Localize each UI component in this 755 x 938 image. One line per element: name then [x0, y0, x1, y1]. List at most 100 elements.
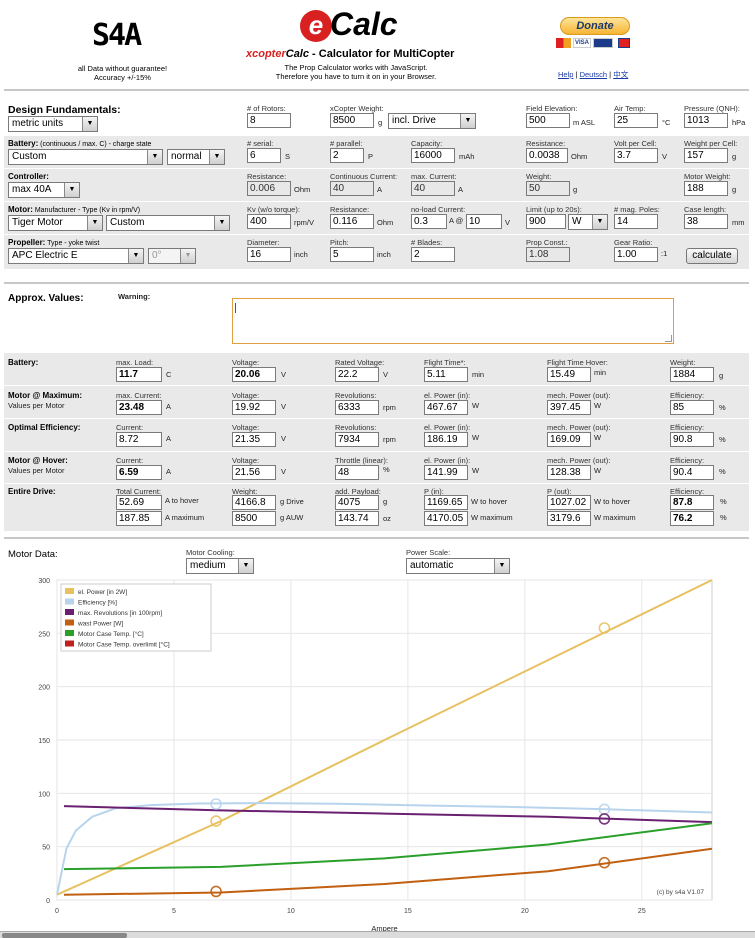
legend-swatch: [65, 630, 74, 636]
rated-voltage-value: 22.2: [335, 367, 379, 382]
continuous-current-input[interactable]: 40: [330, 181, 374, 196]
no-load-voltage-input[interactable]: 10: [466, 214, 502, 229]
charge-state-select[interactable]: normal ▼: [167, 149, 225, 165]
hover-el-power-unit: W: [472, 466, 480, 475]
motor-weight-input[interactable]: 188: [684, 181, 728, 196]
battery-voltage-value: 20.06: [232, 367, 276, 382]
power-scale-select[interactable]: automatic ▼: [406, 558, 510, 574]
elevation-input[interactable]: 500: [526, 113, 570, 128]
no-load-current-unit: A @: [449, 216, 464, 225]
capacity-input[interactable]: 16000: [411, 148, 455, 163]
limit-unit-select[interactable]: W ▼: [568, 214, 608, 230]
battery-title: Battery: (continuous / max. C) - charge …: [8, 139, 151, 148]
deutsch-link[interactable]: Deutsch: [579, 70, 608, 79]
volt-per-cell-input[interactable]: 3.7: [614, 148, 658, 163]
opt-efficiency-label: Efficiency:: [670, 423, 705, 432]
ecalc-logo-e: e: [300, 10, 332, 42]
scrollbar-thumb[interactable]: [2, 933, 127, 938]
chevron-down-icon: ▼: [238, 559, 253, 573]
diameter-label: Diameter:: [247, 238, 280, 247]
payload-oz-unit: oz: [383, 514, 391, 523]
help-link[interactable]: Help: [558, 70, 574, 79]
battery-type-value: Custom: [12, 151, 47, 162]
approx-values-title: Approx. Values:: [8, 293, 84, 304]
resize-handle-icon[interactable]: [665, 335, 672, 342]
opt-voltage-unit: V: [281, 434, 287, 443]
air-temp-input[interactable]: 25: [614, 113, 658, 128]
motor-data-chart: 0 50 100 150 200 250 300 0 5 10 15 20 25 Ampere el. Po…: [38, 578, 713, 933]
row-divider: [4, 385, 749, 386]
battery-weight-value: 1884: [670, 367, 714, 382]
gear-ratio-input[interactable]: 1.00: [614, 247, 658, 262]
drive-value: incl. Drive: [392, 115, 436, 126]
prop-const-input[interactable]: 1.08: [526, 247, 570, 262]
propeller-title-main: Propeller:: [8, 238, 46, 247]
row-divider: [4, 418, 749, 419]
drive-select[interactable]: incl. Drive ▼: [388, 113, 476, 129]
hover-mech-power-value: 128.38: [547, 465, 591, 480]
calculate-button[interactable]: calculate: [686, 248, 738, 264]
bottom-scrollbar[interactable]: [0, 931, 755, 938]
blades-input[interactable]: 2: [411, 247, 455, 262]
warning-textarea[interactable]: [232, 298, 674, 344]
weight-per-cell-input[interactable]: 157: [684, 148, 728, 163]
rotors-label: # of Rotors:: [247, 104, 286, 113]
units-value: metric units: [12, 118, 64, 129]
battery-resistance-input[interactable]: 0.0038: [526, 148, 568, 163]
motor-cooling-select[interactable]: medium ▼: [186, 558, 254, 574]
controller-weight-input[interactable]: 50: [526, 181, 570, 196]
flight-time-unit: min: [472, 370, 485, 379]
controller-resistance-label: Resistance:: [247, 172, 287, 181]
controller-resistance-input[interactable]: 0.006: [247, 181, 291, 196]
rotors-input[interactable]: 8: [247, 113, 291, 128]
controller-weight-unit: g: [573, 185, 578, 194]
motor-title-main: Motor:: [8, 205, 33, 214]
power-scale-value: automatic: [410, 560, 454, 571]
operating-point-marker: [598, 813, 611, 825]
hover-current-label: Current:: [116, 456, 144, 465]
drive-efficiency-max-value: 76.2: [670, 511, 714, 526]
yoke-twist-select[interactable]: 0° ▼: [148, 248, 196, 264]
kv-input[interactable]: 400: [247, 214, 291, 229]
units-select[interactable]: metric units ▼: [8, 116, 98, 132]
weight-input[interactable]: 8500: [330, 113, 374, 128]
motor-maker-value: Tiger Motor: [12, 217, 63, 228]
payload-oz-value: 143.74: [335, 511, 379, 526]
hover-mech-power-unit: W: [594, 466, 602, 475]
case-length-input[interactable]: 38: [684, 214, 728, 229]
serial-input[interactable]: 6: [247, 148, 281, 163]
link-separator: |: [573, 70, 580, 79]
weight-per-cell-label: Weight per Cell:: [684, 139, 738, 148]
propeller-type-select[interactable]: APC Electric E ▼: [8, 248, 144, 264]
opt-current-label: Current:: [116, 423, 144, 432]
js-note-1: The Prop Calculator works with JavaScrip…: [284, 63, 428, 72]
volt-per-cell-label: Volt per Cell:: [614, 139, 657, 148]
max-current-input[interactable]: 40: [411, 181, 455, 196]
controller-select[interactable]: max 40A ▼: [8, 182, 80, 198]
opt-mech-power-unit: W: [594, 433, 602, 442]
yoke-twist-value: 0°: [152, 250, 162, 261]
app-title-calc: Calc: [285, 48, 309, 60]
battery-type-select[interactable]: Custom ▼: [8, 149, 163, 165]
motor-type-select[interactable]: Custom ▼: [106, 215, 230, 231]
motor-resistance-input[interactable]: 0.116: [330, 214, 374, 229]
payload-label: add. Payload:: [335, 487, 381, 496]
disclaimer: all Data without guarantee!: [77, 64, 168, 73]
controller-weight-label: Weight:: [526, 172, 552, 181]
pressure-input[interactable]: 1013: [684, 113, 728, 128]
total-current-max-unit: A maximum: [165, 513, 205, 522]
donate-button[interactable]: Donate: [560, 17, 630, 35]
hover-efficiency-unit: %: [719, 467, 726, 476]
motor-maker-select[interactable]: Tiger Motor ▼: [8, 215, 103, 231]
limit-input[interactable]: 900: [526, 214, 566, 229]
diameter-input[interactable]: 16: [247, 247, 291, 262]
hover-current-value: 6.59: [116, 465, 162, 480]
max-revolutions-value: 6333: [335, 400, 379, 415]
parallel-input[interactable]: 2: [330, 148, 364, 163]
chinese-link[interactable]: 中文: [613, 70, 629, 79]
poles-input[interactable]: 14: [614, 214, 658, 229]
pitch-input[interactable]: 5: [330, 247, 374, 262]
no-load-current-input[interactable]: 0.3: [411, 214, 447, 229]
motor-max-title: Motor @ Maximum:: [8, 391, 83, 400]
ec-icon: [618, 38, 630, 48]
